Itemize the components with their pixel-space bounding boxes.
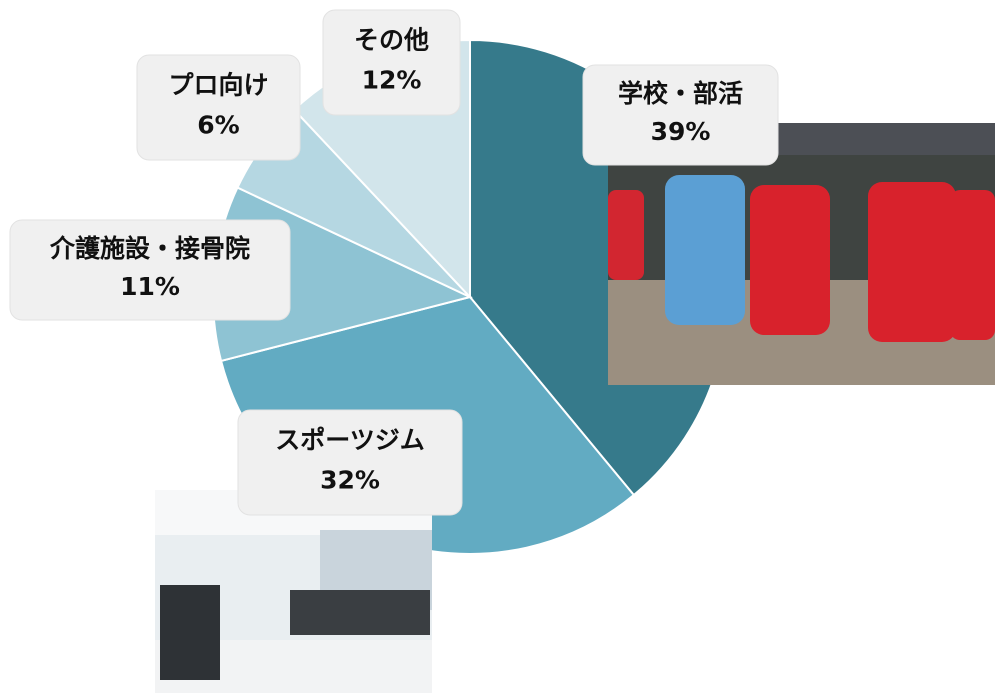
label-box [582,64,779,166]
label-box [9,219,291,321]
value-label: 11% [120,272,180,301]
player [868,182,956,342]
bike [160,585,220,680]
player [950,190,995,340]
category-label: 学校・部活 [618,79,743,108]
player [750,185,830,335]
photos [155,123,995,693]
category-label: その他 [354,26,429,55]
label-box [136,54,301,161]
category-label: スポーツジム [275,426,425,455]
value-label: 12% [362,65,422,94]
category-label: プロ向け [168,71,268,100]
player [665,175,745,325]
label-box [322,9,461,116]
player [608,190,644,280]
soccer-photo [608,123,995,385]
gym-photo [155,490,432,693]
labels: 学校・部活 39% スポーツジム 32% 介護施設・接骨院 11% プロ向け 6% その他 12% [9,9,779,516]
label-box [237,409,463,516]
category-label: 介護施設・接骨院 [49,234,250,263]
value-label: 32% [320,465,380,494]
value-label: 6% [197,110,239,139]
treadmills [290,590,430,635]
value-label: 39% [651,117,711,146]
